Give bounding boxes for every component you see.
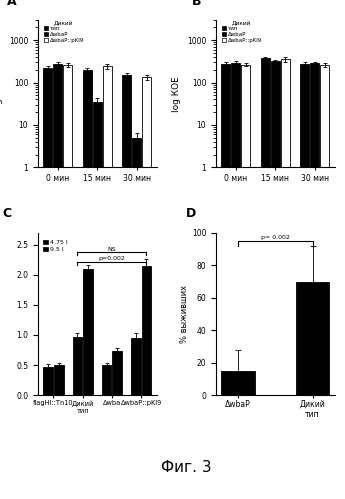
Bar (221, 63, 230, 499)
Text: A: A (7, 0, 17, 8)
Y-axis label: log КОЕ: log КОЕ (0, 76, 3, 111)
Bar (112, 351, 122, 395)
Bar (241, 65, 250, 499)
Bar (132, 138, 141, 499)
Bar (271, 61, 280, 499)
Bar (72, 337, 82, 395)
Bar (280, 59, 290, 499)
Bar (261, 58, 270, 499)
Bar (63, 65, 72, 499)
Bar (231, 63, 240, 499)
Bar (53, 64, 62, 499)
Bar (102, 365, 111, 395)
Text: D: D (186, 207, 197, 220)
Bar (310, 63, 319, 499)
Bar (43, 367, 53, 395)
Bar (83, 70, 92, 499)
Bar (83, 269, 93, 395)
Y-axis label: log КОЕ: log КОЕ (172, 76, 181, 111)
Bar (141, 266, 151, 395)
Bar (221, 371, 255, 395)
Text: Фиг. 3: Фиг. 3 (161, 461, 211, 476)
Bar (102, 66, 112, 499)
Bar (300, 64, 309, 499)
Bar (320, 65, 329, 499)
Bar (54, 365, 63, 395)
Text: B: B (192, 0, 202, 8)
Bar (122, 75, 131, 499)
Text: NS: NS (108, 247, 116, 251)
Legend: тип, ΔwbaP, ΔwbaP::pKl9: тип, ΔwbaP, ΔwbaP::pKl9 (221, 20, 263, 43)
Text: p= 0.002: p= 0.002 (261, 235, 290, 240)
Text: p=0.002: p=0.002 (98, 256, 125, 261)
Bar (296, 281, 329, 395)
Legend: тип, ΔwbaP, ΔwbaP::pKl9: тип, ΔwbaP, ΔwbaP::pKl9 (43, 20, 85, 43)
Bar (131, 338, 141, 395)
Text: C: C (2, 207, 11, 220)
Bar (43, 68, 52, 499)
Bar (93, 102, 102, 499)
Y-axis label: % выживших: % выживших (180, 285, 189, 343)
Bar (142, 77, 151, 499)
Legend: 4.75 l, 9.5 l: 4.75 l, 9.5 l (42, 240, 68, 252)
